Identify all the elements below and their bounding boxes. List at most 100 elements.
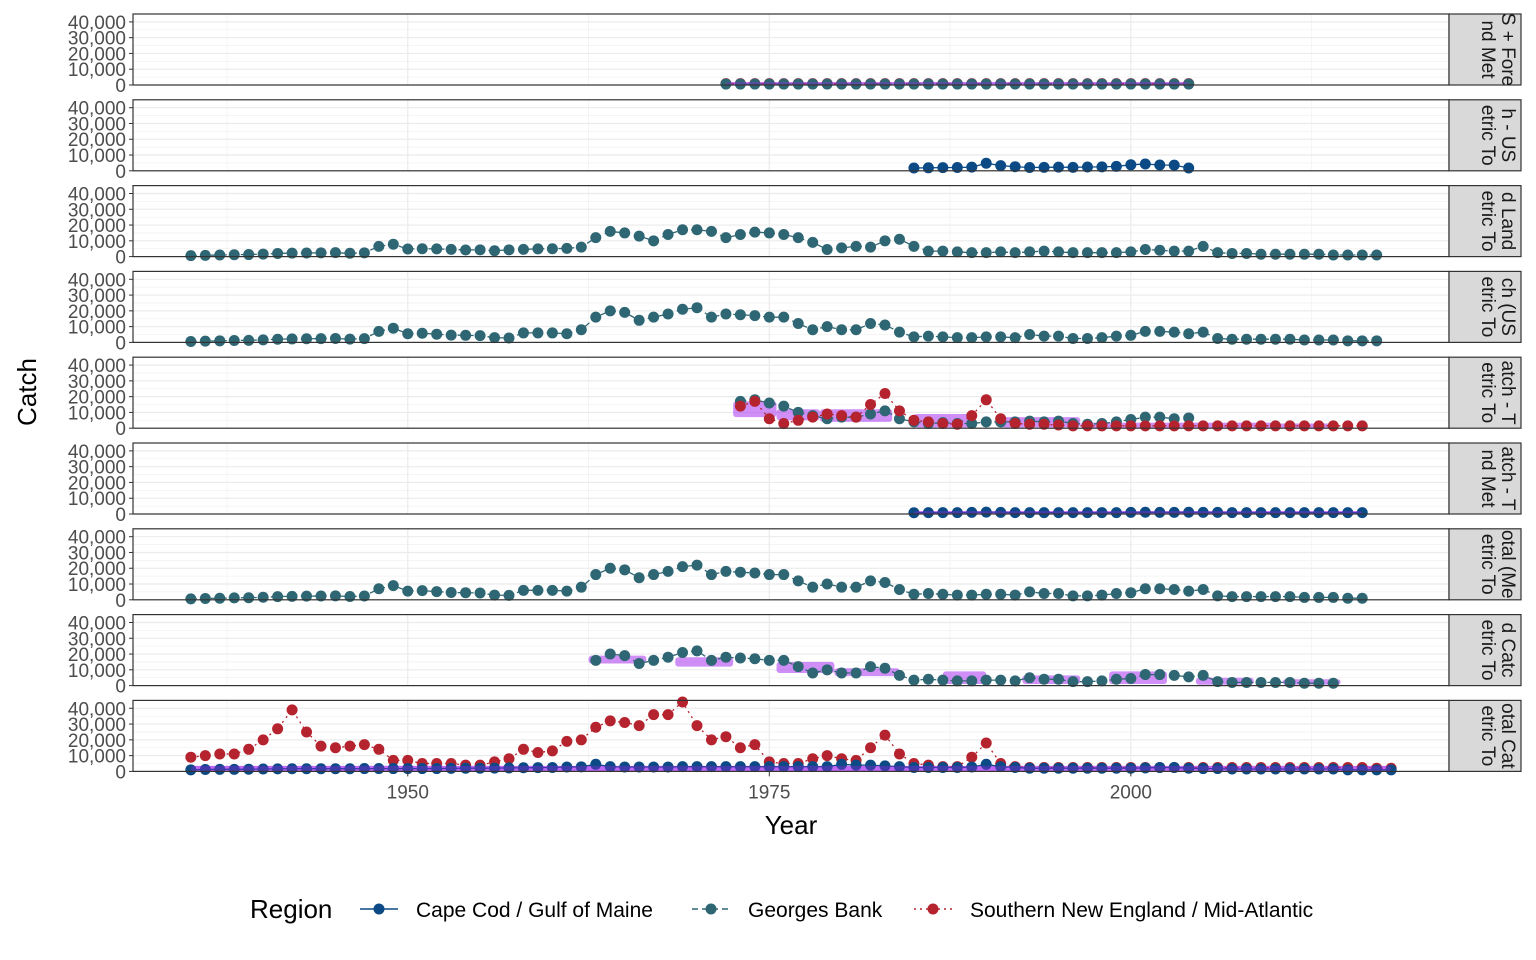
data-point — [257, 591, 269, 603]
data-point — [922, 507, 934, 519]
data-point — [1067, 420, 1079, 432]
data-point — [1154, 244, 1166, 256]
data-point — [1081, 332, 1093, 344]
data-point — [734, 652, 746, 664]
data-point — [1139, 762, 1151, 774]
data-point — [315, 247, 327, 259]
data-point — [315, 590, 327, 602]
data-point — [1284, 676, 1296, 688]
data-point — [778, 761, 790, 773]
data-point — [836, 242, 848, 254]
data-point — [879, 729, 891, 741]
data-point — [604, 225, 616, 237]
data-point — [865, 78, 877, 90]
data-point — [677, 646, 689, 658]
data-point — [1154, 420, 1166, 432]
y-tick-label: 10,000 — [68, 661, 126, 682]
data-point — [763, 397, 775, 409]
data-point — [185, 764, 197, 776]
data-point — [1139, 244, 1151, 255]
data-point — [749, 226, 761, 238]
data-point — [301, 333, 313, 345]
data-point — [1024, 672, 1036, 684]
data-point — [1024, 418, 1036, 430]
data-point — [821, 408, 833, 420]
data-point — [185, 250, 197, 262]
data-point — [532, 746, 544, 758]
data-point — [1139, 506, 1151, 518]
x-axis-title: Year — [765, 810, 818, 840]
data-point — [1081, 590, 1093, 602]
data-point — [1226, 420, 1238, 432]
data-point — [691, 302, 703, 314]
facet-strip-text-group: atch - Tnd Met — [1477, 446, 1518, 510]
data-point — [358, 590, 370, 602]
data-point — [1226, 591, 1238, 603]
data-point — [1053, 673, 1065, 685]
data-point — [995, 761, 1007, 773]
data-point — [980, 758, 992, 770]
data-point — [720, 651, 732, 663]
data-point — [315, 333, 327, 345]
data-point — [922, 761, 934, 773]
data-point — [1298, 420, 1310, 432]
data-point — [1110, 420, 1122, 432]
data-point — [373, 240, 385, 252]
data-point — [836, 324, 848, 336]
data-point — [185, 751, 197, 763]
y-tick-label: 20,000 — [68, 388, 126, 409]
data-point — [1096, 78, 1108, 90]
data-point — [1154, 325, 1166, 337]
data-point — [879, 319, 891, 331]
y-tick-label: 40,000 — [68, 613, 126, 634]
data-point — [1371, 335, 1383, 347]
data-point — [1053, 246, 1065, 258]
data-point — [865, 661, 877, 673]
data-point — [1096, 507, 1108, 519]
y-tick-label: 30,000 — [68, 286, 126, 307]
data-point — [662, 565, 674, 577]
facet-strip — [1448, 528, 1522, 601]
data-point — [893, 584, 905, 596]
data-point — [1183, 162, 1195, 174]
data-point — [228, 763, 240, 775]
data-point — [1327, 677, 1339, 689]
y-tick-label: 10,000 — [68, 403, 126, 424]
y-tick-label: 0 — [115, 162, 126, 183]
data-point — [373, 325, 385, 337]
data-point — [1298, 677, 1310, 689]
data-point — [315, 740, 327, 752]
data-point — [821, 664, 833, 676]
data-point — [590, 569, 602, 581]
data-point — [807, 236, 819, 248]
data-point — [590, 654, 602, 666]
facet-strip — [1448, 185, 1522, 258]
data-point — [980, 394, 992, 406]
data-point — [1183, 245, 1195, 257]
data-point — [821, 78, 833, 90]
data-point — [1067, 676, 1079, 688]
y-tick-label: 20,000 — [68, 302, 126, 323]
data-point — [402, 243, 414, 255]
data-point — [922, 673, 934, 685]
data-point — [1212, 590, 1224, 602]
data-point — [1110, 160, 1122, 172]
data-point — [503, 244, 515, 256]
data-point — [922, 330, 934, 342]
data-point — [1313, 507, 1325, 519]
data-point — [1067, 507, 1079, 519]
data-point — [850, 667, 862, 679]
data-point — [1327, 591, 1339, 603]
data-point — [691, 559, 703, 571]
data-point — [228, 592, 240, 604]
data-point — [1385, 764, 1397, 776]
panel-background — [133, 700, 1449, 772]
data-point — [243, 743, 255, 755]
data-point — [705, 569, 717, 581]
